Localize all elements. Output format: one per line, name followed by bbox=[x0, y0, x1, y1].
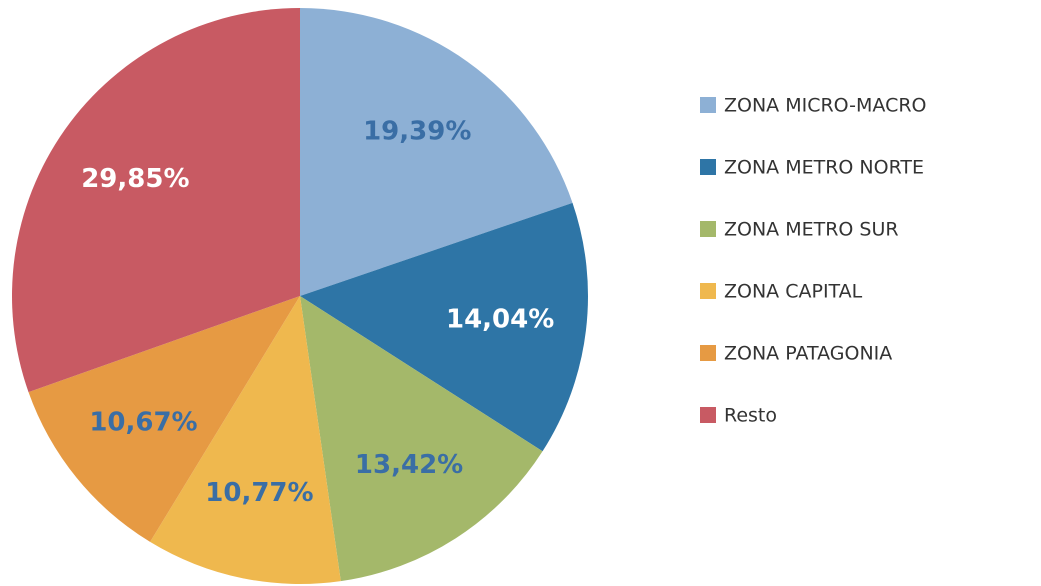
data-label: 10,77% bbox=[205, 478, 313, 508]
data-label: 10,67% bbox=[89, 408, 197, 438]
data-label: 14,04% bbox=[446, 305, 554, 335]
pie-slice bbox=[300, 202, 588, 452]
legend-label: ZONA METRO NORTE bbox=[724, 157, 924, 179]
legend-swatch bbox=[700, 407, 716, 423]
legend-swatch bbox=[700, 345, 716, 361]
pie-slice bbox=[11, 8, 301, 393]
pie-slice bbox=[300, 296, 543, 582]
legend-label: Resto bbox=[724, 405, 777, 427]
data-label: 29,85% bbox=[81, 164, 189, 194]
legend-swatch bbox=[700, 159, 716, 175]
data-label: 19,39% bbox=[363, 117, 471, 147]
pie-slice bbox=[150, 296, 341, 584]
legend-label: ZONA CAPITAL bbox=[724, 281, 863, 303]
data-label: 13,42% bbox=[355, 450, 463, 480]
legend-label: ZONA METRO SUR bbox=[724, 219, 899, 241]
legend-label: ZONA MICRO-MACRO bbox=[724, 95, 927, 117]
pie-slice bbox=[28, 296, 300, 542]
legend-label: ZONA PATAGONIA bbox=[724, 343, 892, 365]
legend-swatch bbox=[700, 97, 716, 113]
legend-swatch bbox=[700, 221, 716, 237]
legend-swatch bbox=[700, 283, 716, 299]
pie-slice bbox=[300, 8, 573, 296]
